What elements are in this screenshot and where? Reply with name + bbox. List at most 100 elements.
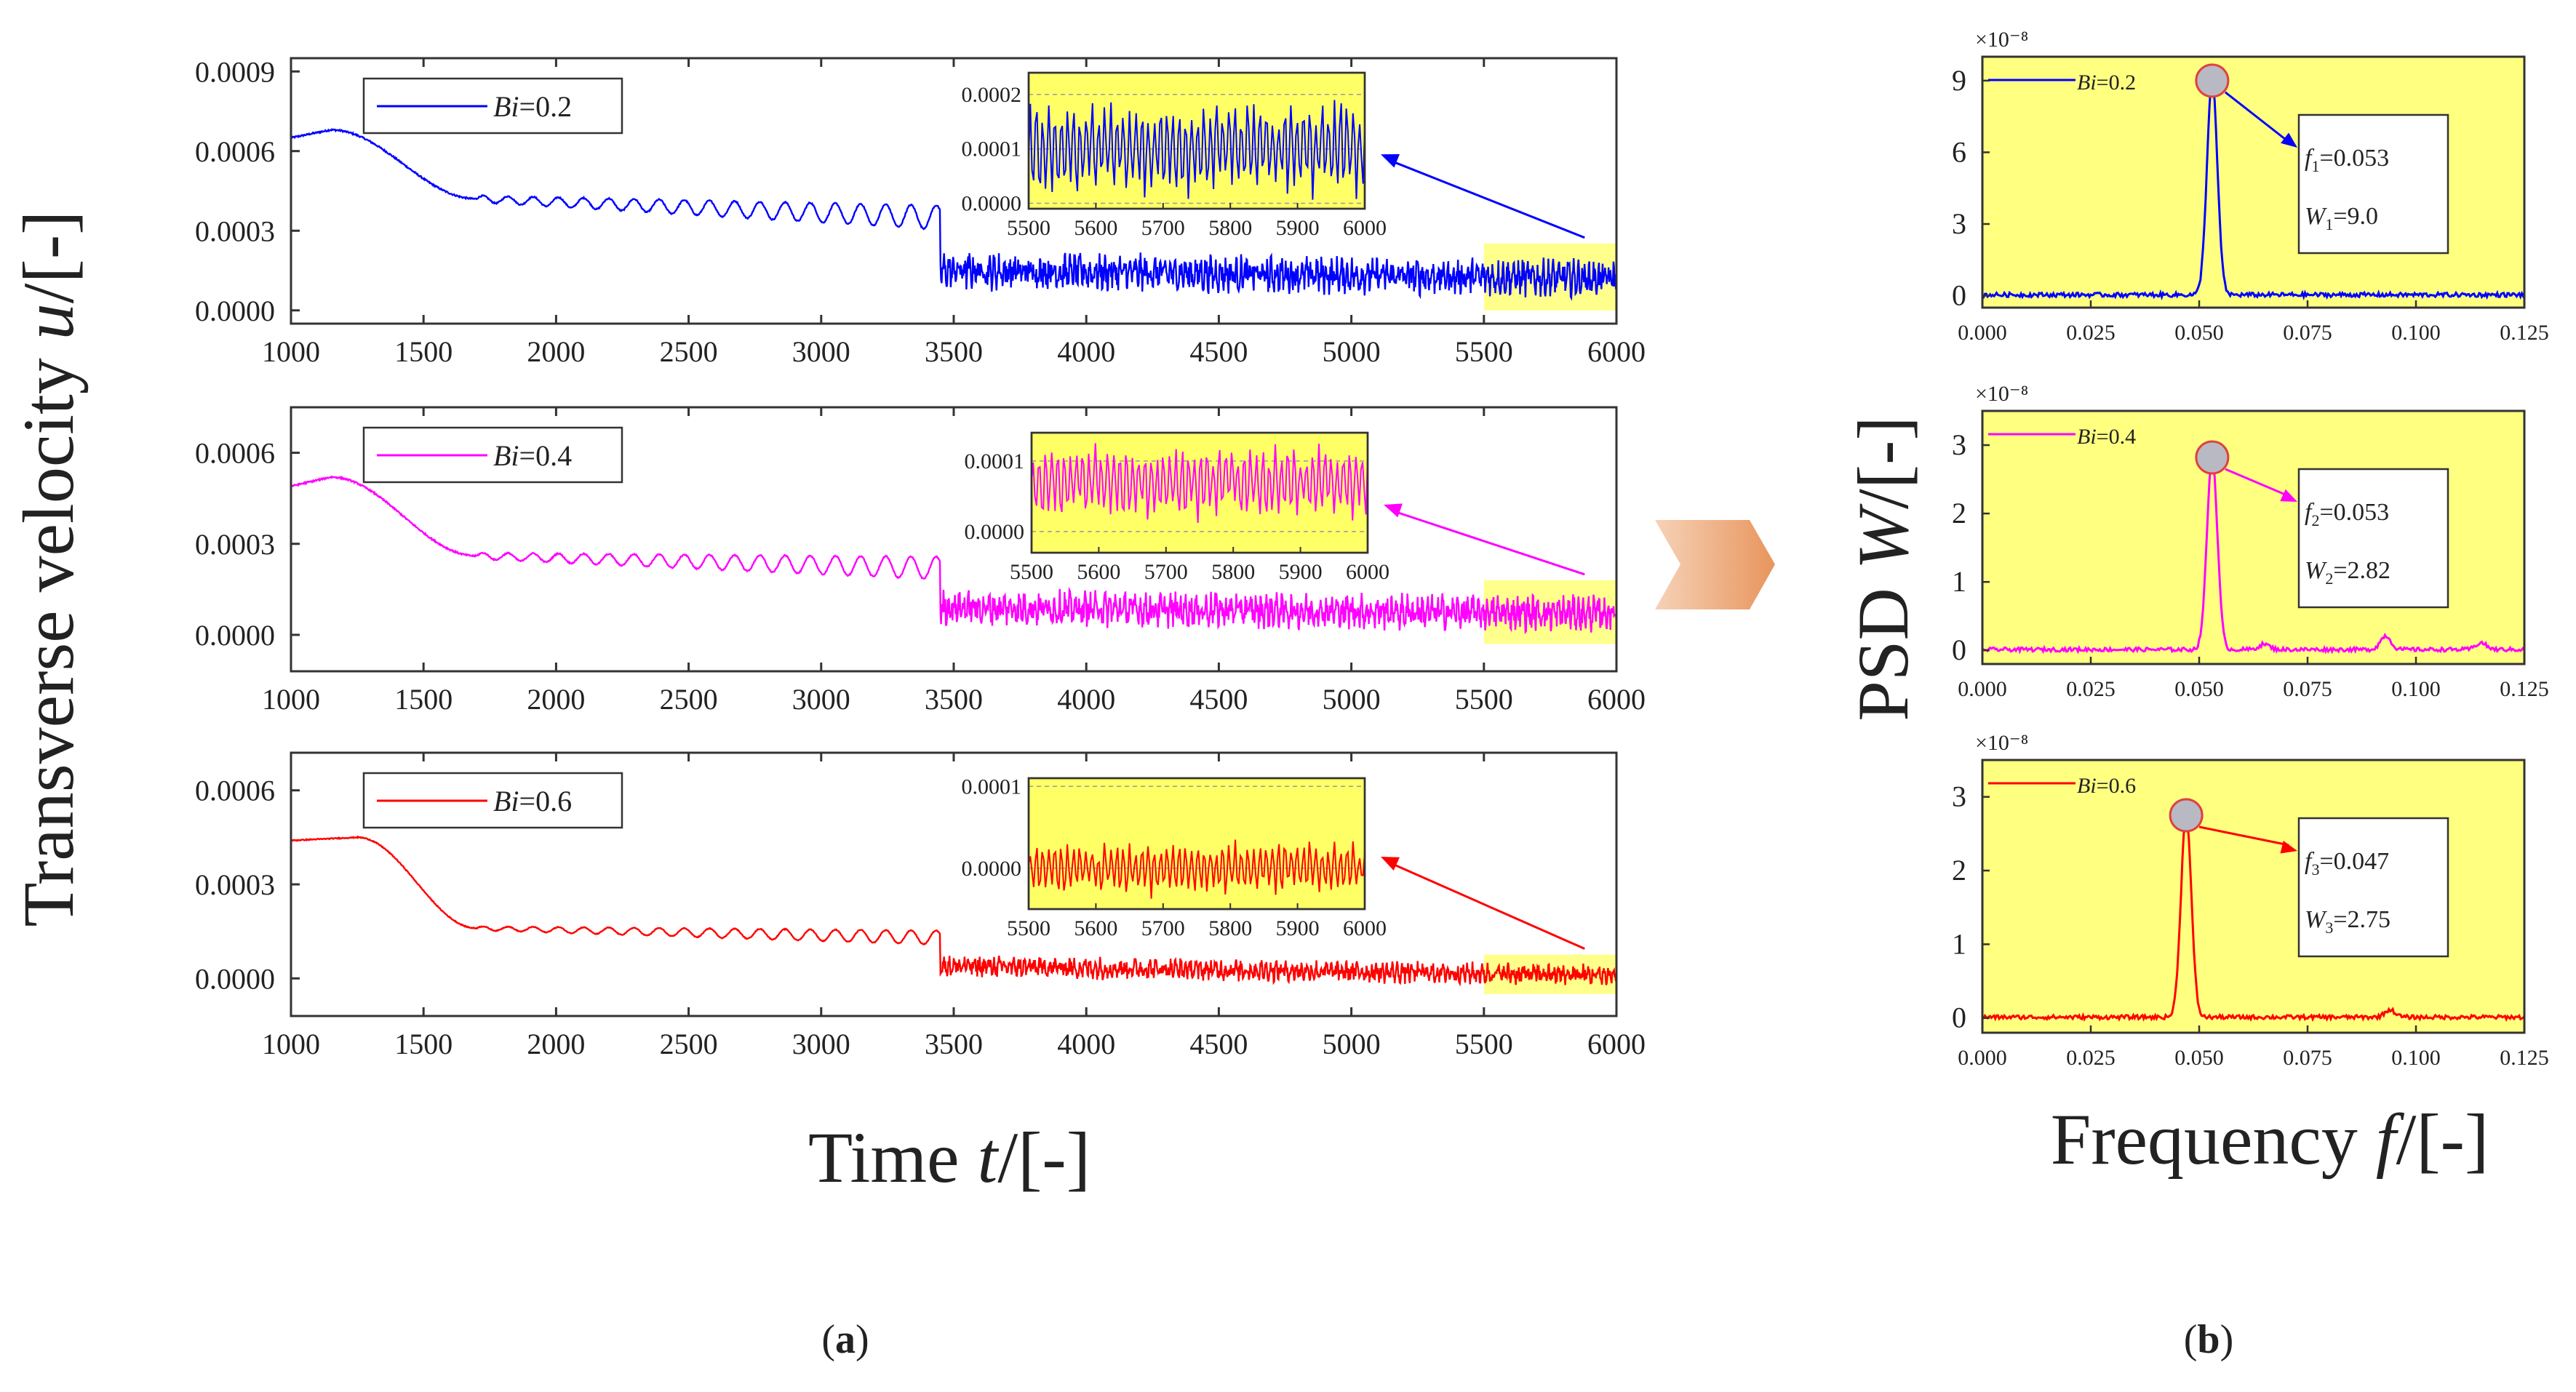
- x-tick-label: 0.125: [2500, 677, 2549, 701]
- pointer-arrow-line: [1390, 159, 1585, 239]
- x-tick-label: 4000: [1057, 335, 1115, 368]
- x-tick-label: 5500: [1455, 335, 1513, 368]
- inset-border: [1027, 71, 1366, 210]
- y-tick-label: 0: [1952, 633, 1966, 666]
- x-tick-label: 2000: [527, 1028, 585, 1060]
- annotation-arrow-head: [2280, 489, 2297, 502]
- x-tick-label: 1000: [262, 335, 320, 368]
- inset-y-tick-label: 0.0001: [965, 449, 1025, 473]
- y-tick-label: 0.0006: [195, 135, 275, 168]
- x-tick-label: 0.050: [2174, 677, 2224, 701]
- x-tick-label: 4500: [1189, 335, 1248, 368]
- panel-a-ylabel: Transverse velocity u/[-]: [8, 211, 89, 927]
- legend-label: Bi=0.2: [493, 90, 572, 123]
- y-tick-label: 3: [1952, 207, 1966, 240]
- inset-y-tick-label: 0.0000: [962, 857, 1022, 881]
- inset-y-tick-label: 0.0001: [962, 137, 1022, 161]
- inset-border: [1030, 431, 1369, 554]
- legend-label: Bi=0.6: [2077, 774, 2136, 798]
- annotation-box: [2297, 468, 2449, 609]
- velocity-plot-2: 1000 1500 2000 2500 3000 3500 4000 4500 5000 5500…: [195, 406, 1646, 716]
- x-tick-label: 0.100: [2391, 677, 2441, 701]
- series-line: [290, 128, 1618, 301]
- inset-x-tick-label: 5700: [1141, 916, 1185, 940]
- x-tick-label: 5000: [1323, 335, 1381, 368]
- peak-marker: [2195, 63, 2230, 98]
- y-tick-label: 0.0000: [195, 619, 275, 652]
- inset-border: [1027, 777, 1366, 911]
- x-tick-label: 1500: [394, 335, 452, 368]
- x-tick-label: 2000: [527, 683, 585, 716]
- x-tick-label: 4000: [1057, 683, 1115, 716]
- inset-plot: 5500 5600 5700 5800 5900 6000 0.0000 0.0001: [962, 775, 1387, 940]
- x-tick-label: 3000: [792, 335, 850, 368]
- inset-x-tick-label: 5800: [1208, 216, 1252, 240]
- x-tick-label: 0.100: [2391, 1046, 2441, 1070]
- x-tick-label: 0.000: [1958, 321, 2007, 345]
- x-tick-label: 5500: [1455, 683, 1513, 716]
- y-tick-label: 0.0009: [195, 55, 275, 88]
- peak-power-label: W2=2.82: [2305, 557, 2390, 588]
- axes-frame: [1981, 759, 2526, 1034]
- transition-arrow: [1655, 520, 1775, 609]
- x-tick-label: 3000: [792, 683, 850, 716]
- x-tick-label: 5000: [1323, 1028, 1381, 1060]
- x-tick-label: 0.075: [2283, 321, 2332, 345]
- inset-x-tick-label: 5500: [1010, 560, 1053, 584]
- x-tick-label: 4000: [1057, 1028, 1115, 1060]
- x-tick-label: 6000: [1587, 1028, 1646, 1060]
- spectrum-line: [1981, 77, 2526, 301]
- x-tick-label: 4500: [1189, 683, 1248, 716]
- x-tick-label: 3500: [925, 335, 983, 368]
- inset-x-tick-label: 5700: [1144, 560, 1188, 584]
- spectrum-line: [1982, 816, 2526, 1023]
- y-tick-label: 2: [1952, 854, 1966, 887]
- inset-y-tick-label: 0.0000: [965, 520, 1025, 544]
- y-scale-label: ×10⁻⁸: [1975, 731, 2028, 755]
- inset-plot: 5500 5600 5700 5800 5900 6000 0.0000 0.0001: [965, 431, 1389, 584]
- psd-plot-2: 0.000 0.025 0.050 0.075 0.100 0.125 0 1 2 3 ×10⁻⁸ B…: [1952, 382, 2549, 701]
- inset-x-tick-label: 5900: [1279, 560, 1323, 584]
- x-tick-label: 2500: [660, 335, 718, 368]
- y-tick-label: 0.0006: [195, 775, 275, 807]
- x-tick-label: 1000: [262, 1028, 320, 1060]
- panel-a-xlabel: Time t/[-]: [808, 1117, 1090, 1198]
- y-tick-label: 1: [1952, 927, 1966, 960]
- pointer-arrow-head: [1381, 857, 1400, 871]
- x-tick-label: 2500: [660, 683, 718, 716]
- series-line: [291, 835, 1618, 987]
- inset-y-tick-label: 0.0002: [962, 83, 1022, 107]
- x-tick-label: 5500: [1455, 1028, 1513, 1060]
- x-tick-label: 2000: [527, 335, 585, 368]
- axes-frame: [1981, 409, 2526, 665]
- inset-series-line: [1028, 839, 1365, 899]
- inset-x-tick-label: 5800: [1208, 916, 1252, 940]
- pointer-arrow-line: [1393, 510, 1585, 576]
- legend-label: Bi=0.4: [493, 439, 572, 472]
- series-line: [290, 475, 1618, 635]
- y-tick-label: 0.0003: [195, 868, 275, 901]
- inset-x-tick-label: 5500: [1007, 916, 1050, 940]
- x-tick-label: 0.025: [2066, 1046, 2116, 1070]
- panel-b-xlabel: Frequency f/[-]: [2051, 1099, 2489, 1180]
- x-tick-label: 0.075: [2283, 1046, 2332, 1070]
- panel-b-charts: 0.000 0.025 0.050 0.075 0.100 0.125 0 3 6 9 ×10⁻⁸ B…: [1952, 28, 2549, 1070]
- panel-b-ylabel: PSD W/[-]: [1843, 416, 1923, 721]
- inset-x-tick-label: 6000: [1343, 216, 1387, 240]
- psd-plot-3: 0.000 0.025 0.050 0.075 0.100 0.125 0 1 2 3 ×10⁻⁸ B…: [1952, 731, 2549, 1070]
- inset-x-tick-label: 5600: [1074, 916, 1117, 940]
- annotation-arrow-line: [2224, 91, 2289, 143]
- panel-a-charts: 1000 1500 2000 2500 3000 3500 4000 4500 5000 5500…: [195, 55, 1646, 1060]
- x-tick-label: 1500: [394, 683, 452, 716]
- inset-series-line: [1031, 443, 1368, 523]
- annotation-arrow-line: [2198, 825, 2289, 847]
- inset-y-tick-label: 0.0001: [962, 775, 1022, 799]
- x-tick-label: 6000: [1587, 335, 1646, 368]
- y-tick-label: 0.0000: [195, 295, 275, 327]
- peak-marker: [2195, 440, 2230, 475]
- spectrum-line: [1981, 456, 2525, 655]
- peak-frequency-label: f1=0.053: [2305, 145, 2389, 175]
- y-scale-label: ×10⁻⁸: [1975, 28, 2028, 52]
- y-tick-label: 0.0003: [195, 215, 275, 247]
